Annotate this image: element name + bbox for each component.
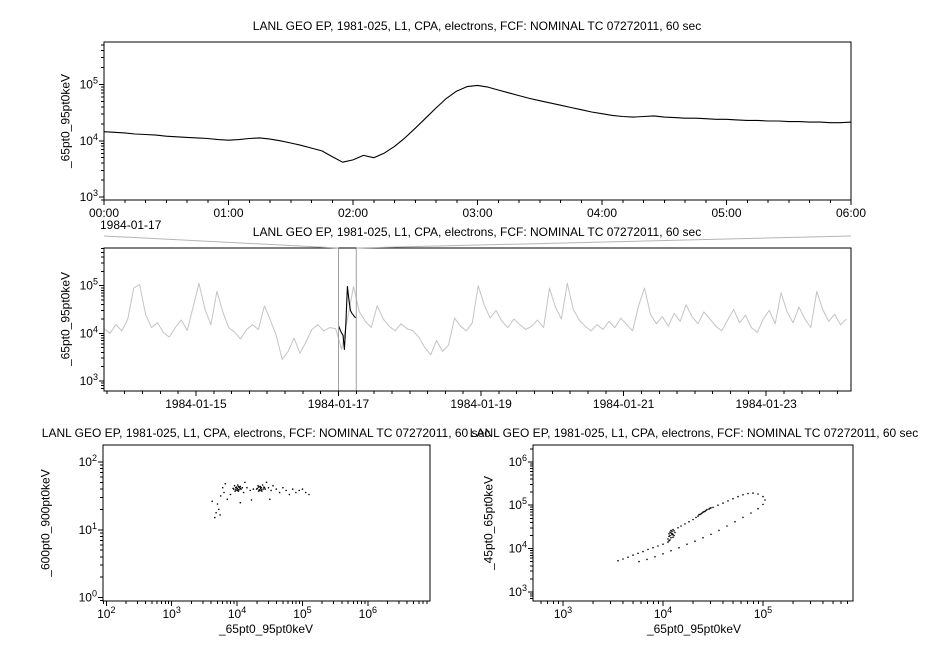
svg-text:105: 105	[754, 605, 772, 621]
svg-text:05:00: 05:00	[711, 206, 741, 220]
plot-1-line-series	[103, 282, 847, 360]
svg-text:106: 106	[509, 453, 527, 469]
svg-text:102: 102	[79, 453, 97, 469]
plot-2-area[interactable]	[103, 445, 430, 601]
svg-text:103: 103	[80, 372, 98, 388]
plot0-context-date: 1984-01-17	[100, 218, 162, 232]
plot1-ylabel: _65pt0_95pt0keV	[58, 271, 73, 367]
svg-text:105: 105	[293, 605, 311, 621]
svg-text:03:00: 03:00	[462, 206, 492, 220]
svg-text:105: 105	[509, 496, 527, 512]
plot-1-frame	[103, 247, 852, 392]
svg-text:1984-01-19: 1984-01-19	[450, 397, 512, 411]
plot0-ylabel: _65pt0_95pt0keV	[58, 73, 73, 169]
plot0-title: LANL GEO EP, 1981-025, L1, CPA, electron…	[252, 19, 702, 33]
svg-text:1984-01-17: 1984-01-17	[308, 397, 370, 411]
svg-text:100: 100	[79, 589, 97, 605]
plot-0-line-series	[103, 84, 852, 163]
svg-text:02:00: 02:00	[338, 206, 368, 220]
plot3-ylabel: _45pt0_65pt0keV	[481, 475, 496, 571]
svg-text:106: 106	[359, 605, 377, 621]
svg-text:104: 104	[228, 605, 246, 621]
svg-text:00:00: 00:00	[89, 206, 119, 220]
svg-text:102: 102	[97, 605, 115, 621]
svg-text:104: 104	[80, 324, 98, 340]
plot3-title: LANL GEO EP, 1981-025, L1, CPA, electron…	[469, 426, 919, 440]
context-connector-lines	[103, 235, 852, 249]
svg-text:103: 103	[80, 188, 98, 204]
svg-text:104: 104	[509, 540, 527, 556]
svg-text:06:00: 06:00	[836, 206, 866, 220]
plot-2-scatter-series	[211, 481, 310, 519]
plot-3-frame	[532, 444, 854, 602]
plot2-title: LANL GEO EP, 1981-025, L1, CPA, electron…	[41, 426, 491, 440]
svg-text:1984-01-23: 1984-01-23	[735, 397, 797, 411]
svg-text:101: 101	[79, 521, 97, 537]
svg-text:103: 103	[554, 605, 572, 621]
plot-2-frame	[102, 444, 431, 602]
plot-0-frame	[103, 41, 852, 201]
svg-text:104: 104	[80, 132, 98, 148]
svg-text:105: 105	[80, 75, 98, 91]
svg-text:04:00: 04:00	[587, 206, 617, 220]
svg-text:105: 105	[80, 277, 98, 293]
plot2-ylabel: _600pt0_900pt0keV	[38, 469, 53, 577]
plot2-xlabel: _65pt0_95pt0keV	[218, 622, 314, 636]
svg-text:103: 103	[162, 605, 180, 621]
plot-2-tick-labels: 102 103 104 105 106 100 101 102	[79, 453, 377, 621]
svg-text:104: 104	[654, 605, 672, 621]
plot-3-area[interactable]	[533, 445, 853, 601]
svg-text:01:00: 01:00	[213, 206, 243, 220]
plot-3-scatter-series	[617, 492, 766, 563]
plot-1-line-series	[337, 286, 357, 351]
plot1-title: LANL GEO EP, 1981-025, L1, CPA, electron…	[252, 225, 702, 239]
plot3-xlabel: _65pt0_95pt0keV	[646, 622, 742, 636]
svg-text:103: 103	[509, 583, 527, 599]
plot-0-area[interactable]	[104, 42, 851, 200]
plot-1-area[interactable]	[104, 248, 851, 391]
svg-text:1984-01-21: 1984-01-21	[593, 397, 655, 411]
svg-text:1984-01-15: 1984-01-15	[165, 397, 227, 411]
